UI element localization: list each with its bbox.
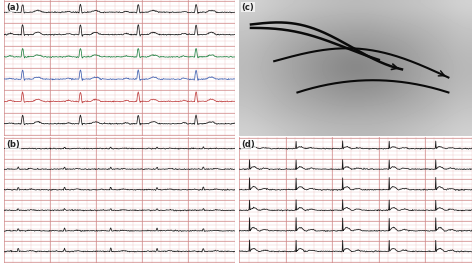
Text: (b): (b) (6, 140, 20, 149)
Text: (c): (c) (242, 3, 255, 12)
Text: (a): (a) (6, 3, 19, 12)
Text: (d): (d) (242, 140, 255, 149)
